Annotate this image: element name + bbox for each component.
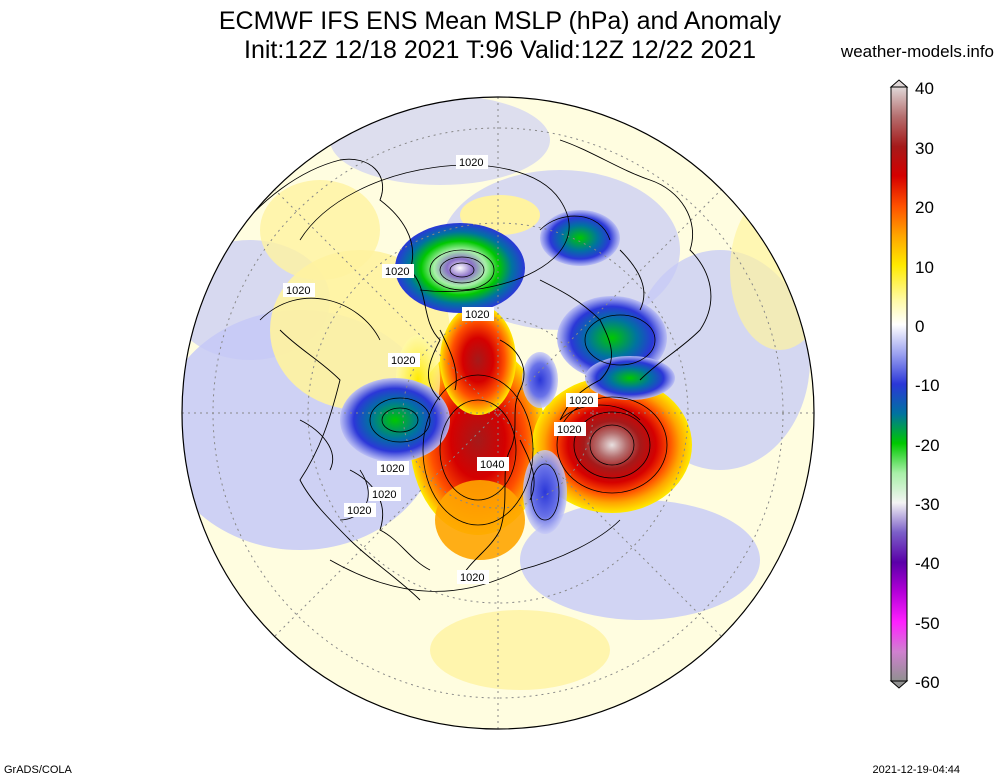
chart-title-line1: ECMWF IFS ENS Mean MSLP (hPa) and Anomal… (218, 7, 782, 35)
svg-text:1020: 1020 (286, 285, 310, 297)
isobar-label: 1020 (377, 461, 409, 475)
chart-title-line2: Init:12Z 12/18 2021 T:96 Valid:12Z 12/22… (244, 36, 756, 64)
isobar-label: 1020 (554, 422, 586, 436)
svg-text:1020: 1020 (347, 505, 371, 517)
colorbar-tick: 10 (915, 258, 934, 277)
isobar-label: 1020 (369, 487, 401, 501)
colorbar-tick: 20 (915, 198, 934, 217)
colorbar-tick: 30 (915, 139, 934, 158)
map-boundary (181, 96, 815, 730)
isobar-label: 1020 (382, 264, 414, 278)
isobar-label: 1020 (457, 570, 489, 584)
colorbar-tick: 0 (915, 317, 925, 336)
isobar-label: 1020 (283, 283, 315, 297)
coastlines (229, 139, 712, 601)
source-site-label: weather-models.info (840, 42, 994, 61)
svg-text:1020: 1020 (557, 424, 581, 436)
colorbar-bottom-arrow (889, 680, 909, 689)
isobar-label: 1020 (456, 155, 488, 169)
svg-text:1020: 1020 (380, 463, 404, 475)
colorbar-tick: -20 (915, 436, 940, 455)
isobar-label: 1020 (462, 307, 494, 321)
colorbar-tick: -30 (915, 495, 940, 514)
colorbar-tick: -50 (915, 614, 940, 633)
svg-text:1020: 1020 (465, 309, 489, 321)
colorbar (889, 79, 909, 689)
svg-text:1020: 1020 (460, 572, 484, 584)
svg-text:1020: 1020 (385, 266, 409, 278)
footer-timestamp: 2021-12-19-04:44 (872, 764, 960, 776)
colorbar-scale (890, 86, 908, 682)
isobar-label: 1020 (344, 503, 376, 517)
svg-text:1020: 1020 (372, 489, 396, 501)
colorbar-tick: -10 (915, 376, 940, 395)
isobar-label: 1020 (566, 393, 598, 407)
isobar-label: 1040 (477, 457, 509, 471)
graticule (182, 97, 814, 729)
colorbar-tick: 40 (915, 79, 934, 98)
colorbar-tick: -60 (915, 673, 940, 692)
svg-text:1020: 1020 (391, 355, 415, 367)
footer-software: GrADS/COLA (4, 764, 72, 776)
svg-text:1020: 1020 (569, 395, 593, 407)
colorbar-tick: -40 (915, 554, 940, 573)
isobar-label: 1020 (388, 353, 420, 367)
svg-text:1020: 1020 (459, 157, 483, 169)
colorbar-top-arrow (889, 79, 909, 88)
svg-text:1040: 1040 (480, 459, 504, 471)
